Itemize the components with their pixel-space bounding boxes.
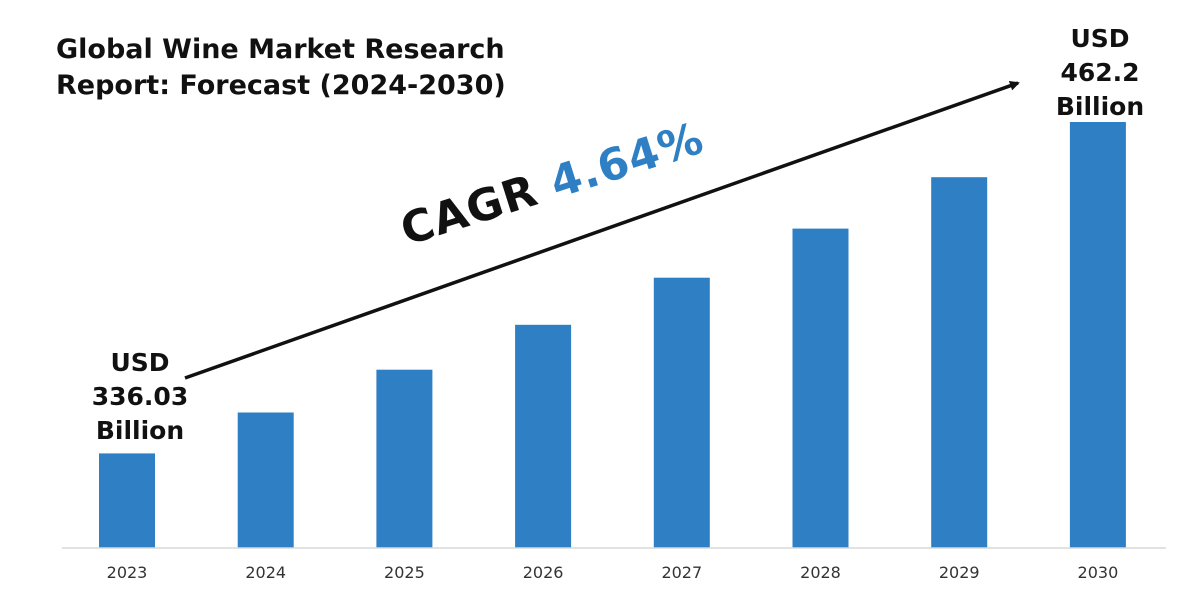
x-tick-label-2025: 2025 [384, 563, 425, 582]
chart-title-line2: Report: Forecast (2024-2030) [56, 70, 506, 101]
x-tick-label-2026: 2026 [523, 563, 564, 582]
chart-title-line1: Global Wine Market Research [56, 34, 505, 65]
x-tick-label-2030: 2030 [1078, 563, 1119, 582]
x-tick-label-2027: 2027 [661, 563, 702, 582]
end-value-amount: 462.2 [1060, 58, 1140, 87]
bar-2029 [931, 177, 988, 548]
x-tick-label-2028: 2028 [800, 563, 841, 582]
start-value-label: USD 336.03 Billion [70, 346, 210, 448]
start-value-unit: Billion [95, 416, 185, 445]
growth-arrow [184, 80, 1020, 380]
bar-2026 [515, 324, 572, 548]
end-value-unit: Billion [1055, 92, 1145, 121]
start-value-currency: USD [110, 348, 170, 377]
x-tick-label-2024: 2024 [245, 563, 286, 582]
bar-2024 [237, 412, 294, 548]
x-tick-labels: 2023 2024 2025 2026 2027 2028 2029 2030 [107, 563, 1119, 582]
x-tick-label-2029: 2029 [939, 563, 980, 582]
bar-2030 [1069, 122, 1126, 548]
x-tick-label-2023: 2023 [107, 563, 148, 582]
bar-2025 [376, 369, 433, 548]
bar-2028 [792, 228, 849, 548]
bar-2023 [99, 453, 155, 548]
end-value-label: USD 462.2 Billion [1030, 22, 1170, 124]
start-value-amount: 336.03 [91, 382, 189, 411]
chart-title: Global Wine Market Research Report: Fore… [56, 32, 576, 104]
bars-group [99, 122, 1126, 548]
bar-2027 [653, 277, 710, 548]
end-value-currency: USD [1070, 24, 1130, 53]
